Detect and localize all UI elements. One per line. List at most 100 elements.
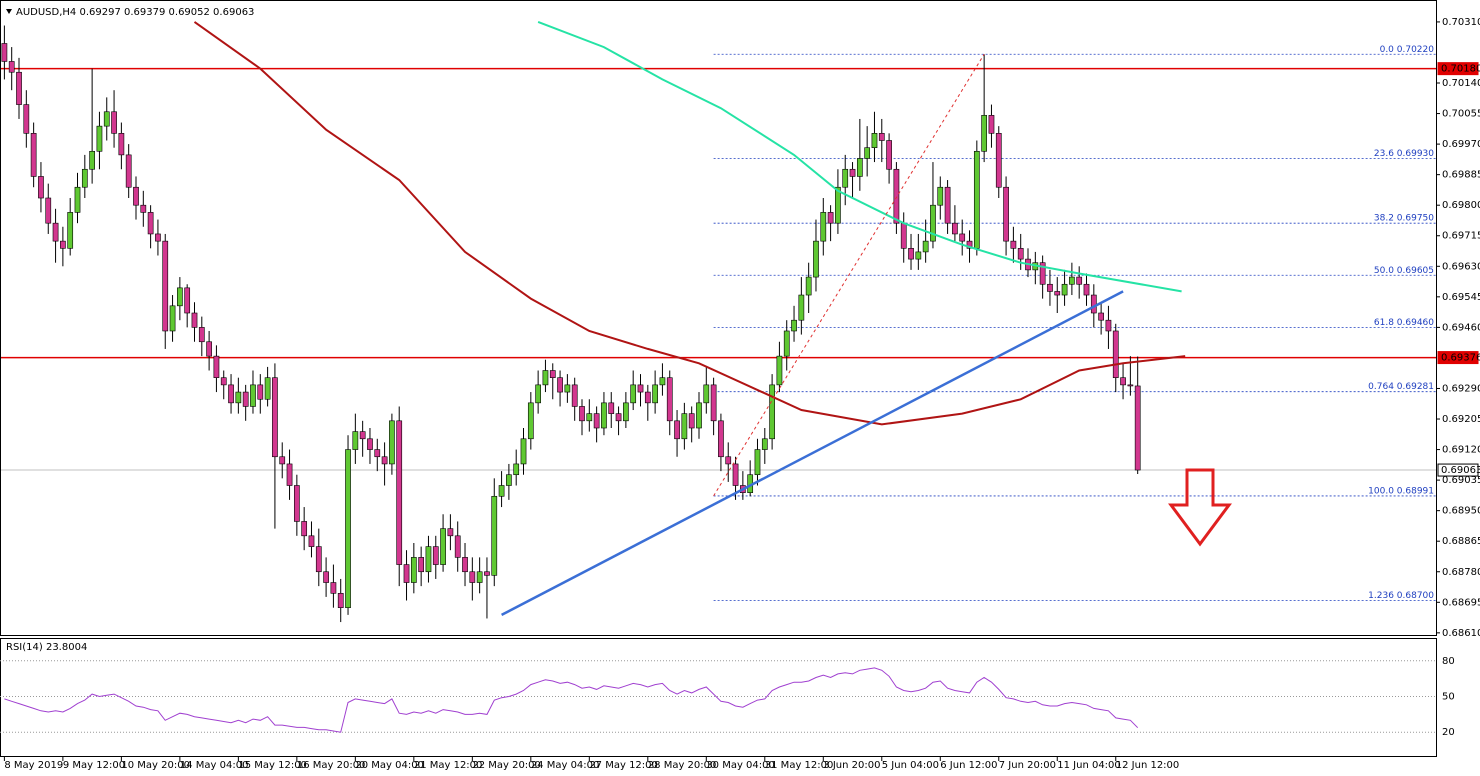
candle-body <box>454 535 461 558</box>
x-tick-label: 12 Jun 12:00 <box>1116 760 1180 771</box>
candle-body <box>103 111 110 127</box>
candle-body <box>835 186 841 224</box>
candle-body <box>710 384 717 422</box>
x-tick-label: 8 May 2019 <box>4 760 63 771</box>
y-tick-label: 0.69205 <box>1442 414 1480 425</box>
candle-body <box>447 528 454 537</box>
candle-body <box>491 495 498 576</box>
candle-body <box>769 384 775 440</box>
y-tick-label: 0.69290 <box>1442 383 1480 394</box>
candle-body <box>389 420 395 465</box>
candle-body <box>644 391 651 404</box>
candle-body <box>557 377 563 393</box>
candle-body <box>235 391 242 404</box>
candle-body <box>425 546 432 573</box>
candle-body <box>462 557 468 573</box>
candle-body <box>805 276 812 296</box>
candle-body <box>878 133 885 141</box>
candle-body <box>60 240 66 249</box>
candle-body <box>74 186 81 213</box>
candle-body <box>630 384 637 404</box>
candle-body <box>1134 385 1141 471</box>
candle-body <box>498 485 505 497</box>
candle-body <box>674 420 680 440</box>
candle-body <box>242 391 249 407</box>
candle-body <box>608 402 615 414</box>
candle-body <box>820 212 827 242</box>
x-tick-label: 28 May 20:00 <box>648 760 717 771</box>
candle-body <box>922 240 929 253</box>
rsi-tick-label: 50 <box>1442 692 1455 703</box>
candle-body <box>418 557 425 573</box>
candle-body <box>959 233 966 242</box>
price-level-label: 0.70180 <box>1441 64 1480 75</box>
rsi-tick-label: 80 <box>1442 656 1455 667</box>
candle-body <box>352 431 359 450</box>
fib-label: 0.764 0.69281 <box>1368 382 1434 392</box>
candle-body <box>527 402 534 440</box>
candle-body <box>8 61 15 73</box>
candle-body <box>761 438 768 450</box>
candle-body <box>659 377 666 386</box>
candle-body <box>198 327 205 343</box>
down-arrow <box>1168 468 1232 547</box>
rsi-tick-label: 20 <box>1442 727 1455 738</box>
candle-body <box>732 463 739 486</box>
candle-body <box>549 370 556 378</box>
candle-body <box>323 571 329 583</box>
candle-body <box>140 204 147 213</box>
candle-body <box>23 104 30 134</box>
y-tick-label: 0.69630 <box>1442 261 1480 272</box>
candle-body <box>162 240 169 332</box>
y-tick-label: 0.70055 <box>1442 109 1480 120</box>
candle-body <box>293 485 300 522</box>
candle-body <box>125 154 132 188</box>
candle-body <box>476 571 483 583</box>
candle-body <box>1047 283 1053 292</box>
candle-body <box>893 168 900 224</box>
candle-body <box>718 420 724 458</box>
candle-body <box>1127 384 1134 387</box>
x-tick-label: 11 Jun 04:00 <box>1057 760 1121 771</box>
candle-body <box>16 71 22 105</box>
candle-body <box>908 248 914 260</box>
x-tick-label: 15 May 12:00 <box>238 760 307 771</box>
candle-body <box>89 150 95 170</box>
y-tick-label: 0.68695 <box>1442 597 1480 608</box>
overlay-line <box>713 54 985 497</box>
candle-body <box>813 240 819 278</box>
candle-body <box>1083 283 1090 296</box>
overlay-line <box>193 21 1186 426</box>
candle-body <box>381 456 388 465</box>
candle-body <box>681 413 688 440</box>
candle-body <box>1017 248 1024 260</box>
price-level-box <box>1437 62 1479 76</box>
x-tick-label: 20 May 04:00 <box>355 760 424 771</box>
candle-body <box>96 125 103 152</box>
candle-body <box>1105 319 1112 332</box>
candle-body <box>520 438 527 465</box>
candle-body <box>703 384 710 404</box>
fib-label: 50.0 0.69605 <box>1374 266 1434 276</box>
x-tick-label: 22 May 20:00 <box>472 760 541 771</box>
candle-body <box>169 305 176 332</box>
candle-body <box>155 233 161 242</box>
x-tick-label: 21 May 12:00 <box>414 760 483 771</box>
y-tick-label: 0.69800 <box>1442 200 1480 211</box>
candle-body <box>995 133 1002 188</box>
y-tick-label: 0.70310 <box>1442 17 1480 28</box>
candle-body <box>133 186 139 206</box>
candle-body <box>250 384 256 407</box>
fib-label: 1.236 0.68700 <box>1368 591 1434 601</box>
candle-body <box>827 212 834 224</box>
candle-body <box>396 420 403 565</box>
candle-body <box>272 377 278 458</box>
rsi-title: RSI(14) 23.8004 <box>6 642 87 653</box>
candle-body <box>652 384 658 404</box>
x-tick-label: 27 May 12:00 <box>589 760 658 771</box>
candle-body <box>952 222 958 235</box>
candle-body <box>849 168 856 177</box>
fib-label: 23.6 0.69930 <box>1374 149 1434 159</box>
